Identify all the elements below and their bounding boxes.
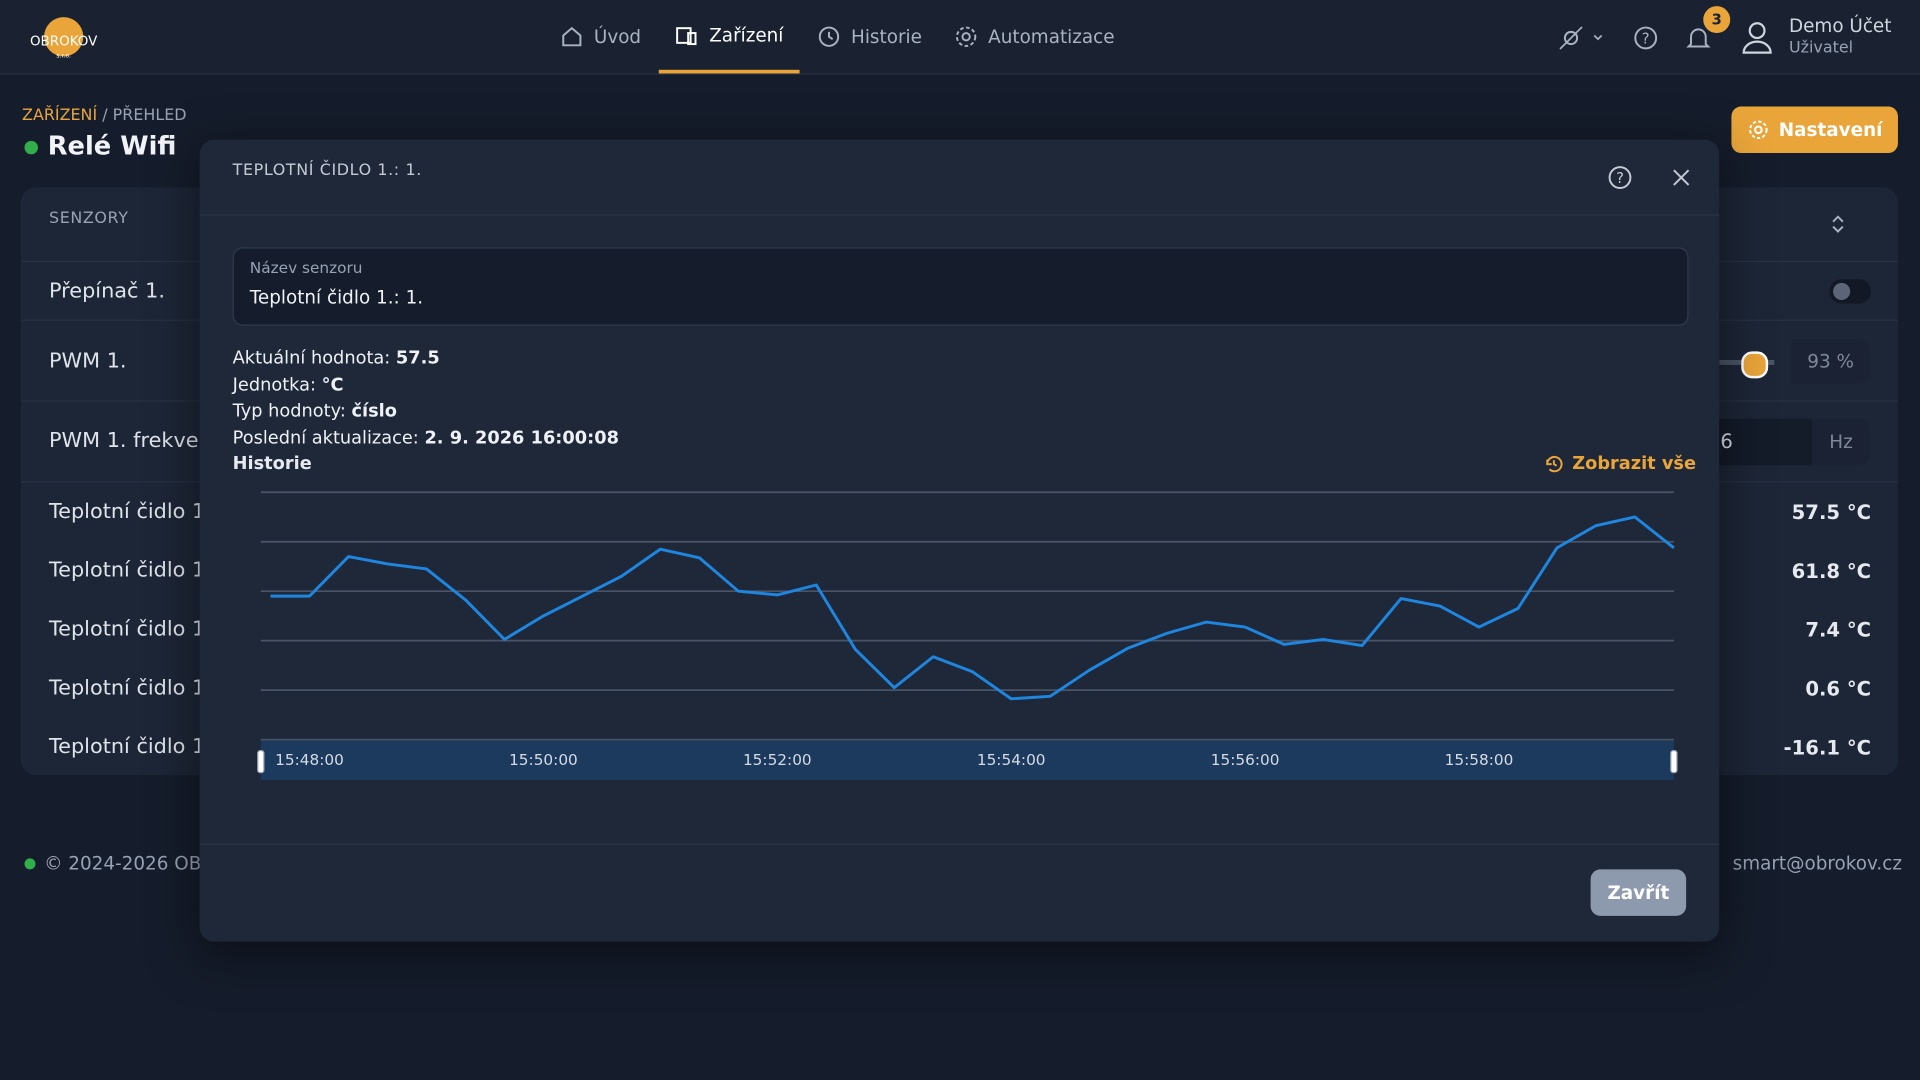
footer-copyright: © 2024-2026 OBI [44,852,207,875]
icon [676,26,697,45]
user-icon[interactable] [1739,17,1776,56]
nav-label: Historie [851,25,922,48]
nav-label: Automatizace [988,25,1115,48]
history-title: Historie [232,454,312,474]
icon [1546,455,1563,473]
link-label: Zobrazit vše [1572,454,1697,474]
x-tick-label: 15:58:00 [1445,751,1514,769]
icon [955,26,977,47]
history-chart: 15:48:00 15:50:00 15:52:00 15:54:00 15:56:00… [257,491,1678,780]
icon [818,26,840,47]
info-line: Aktuální hodnota: 57.5 [233,347,619,374]
sensor-name: PWM 1. [48,348,127,374]
close-icon[interactable] [1671,168,1691,188]
sensor-name: PWM 1. frekven [48,428,212,454]
settings-button[interactable]: Nastavení [1731,106,1898,154]
x-tick-label: 15:50:00 [509,751,578,769]
info-label: Poslední aktualizace: [232,428,419,449]
x-tick-label: 15:48:00 [275,751,344,769]
info-line: Poslední aktualizace: 2. 9. 2026 16:00:0… [233,426,619,453]
sensor-name: Teplotní čidlo 1. [48,675,212,701]
x-tick-label: 15:54:00 [977,751,1046,769]
button-label: Nastavení [1778,118,1883,141]
info-line: Jednotka: °C [233,373,619,400]
close-button[interactable]: Zavřít [1590,869,1687,916]
info-line: Typ hodnoty: číslo [233,400,619,427]
icon [562,26,582,47]
sensor-value: 57.5 °C [1791,500,1872,525]
top-nav: OBROKOV s.r.o. Úvod Zařízení Historie Au… [0,0,1920,75]
svg-text:?: ? [1642,30,1650,47]
x-tick-label: 15:56:00 [1211,751,1280,769]
info-value: 2. 9. 2026 16:00:08 [424,428,619,449]
bell-icon[interactable] [1685,24,1712,51]
nav-item[interactable]: Zařízení [658,0,800,74]
data-line [270,515,1675,701]
card-title: SENZORY [48,209,129,228]
info-label: Jednotka: [232,375,316,396]
nav-label: Zařízení [709,23,784,46]
logo[interactable]: OBROKOV s.r.o. [24,12,102,61]
info-value: °C [321,375,344,396]
info-value: číslo [351,402,397,422]
breadcrumb-current: PŘEHLED [112,106,187,125]
unit-box: 93 % [1791,339,1870,384]
slider-thumb[interactable] [1741,351,1769,379]
modal: TEPLOTNÍ ČIDLO 1.: 1. ? Název senzoru Te… [199,139,1720,942]
sensor-name: Teplotní čidlo 1. [48,617,212,642]
range-slider [260,740,1674,780]
svg-text:?: ? [1616,170,1624,187]
sensor-name: Přepínač 1. [48,279,165,304]
info-value: 57.5 [395,348,440,369]
breadcrumb-link[interactable]: ZAŘÍZENÍ [22,106,98,125]
range-handle[interactable] [257,750,265,774]
sensor-value: -16.1 °C [1783,735,1872,760]
status-dot [24,140,38,155]
sensor-value: 0.6 °C [1805,677,1872,701]
name-field[interactable]: Název senzoru Teplotní čidlo 1.: 1. [232,247,1689,326]
field-value: Teplotní čidlo 1.: 1. [249,286,424,309]
x-tick-label: 15:52:00 [743,751,812,769]
sort-icon[interactable] [1828,214,1848,234]
toggle[interactable] [1829,279,1872,304]
info-label: Aktuální hodnota: [232,348,391,369]
info-label: Typ hodnoty: [232,402,346,422]
user-name: Demo Účet [1788,14,1892,37]
field-label: Název senzoru [249,258,363,277]
nav-item[interactable]: Historie [817,0,922,73]
unit-box: Hz [1812,418,1870,466]
user-role: Uživatel [1788,39,1854,58]
sensor-value: 61.8 °C [1791,559,1872,583]
info-list: Aktuální hodnota: 57.5 Jednotka: °C Typ ho… [233,347,619,453]
sensor-name: Teplotní čidlo 1. [48,558,212,583]
status-dot [24,858,36,870]
breadcrumb-sep: / [102,106,108,125]
footer-email[interactable]: smart@obrokov.cz [1732,852,1903,875]
theme-toggle[interactable] [1558,24,1607,51]
sensor-value: 7.4 °C [1805,618,1872,642]
breadcrumb: ZAŘÍZENÍ / PŘEHLED [22,107,187,125]
icon [1748,120,1768,140]
logo-sun [44,17,84,57]
nav-label: Úvod [593,25,642,48]
show-all-link[interactable]: Zobrazit vše [1543,453,1696,475]
device-title: Relé Wifi [47,131,177,161]
help-icon[interactable]: ? [1632,24,1659,51]
sensor-name: Teplotní čidlo 1. [48,499,212,525]
sensor-name: Teplotní čidlo 1. [48,734,212,760]
modal-title: TEPLOTNÍ ČIDLO 1.: 1. [232,161,422,180]
range-handle[interactable] [1670,750,1678,774]
logo-sub: s.r.o. [56,53,71,60]
nav-item[interactable]: Automatizace [954,0,1115,73]
notification-badge: 3 [1703,6,1731,34]
nav-item[interactable]: Úvod [560,0,642,73]
help-icon[interactable]: ? [1607,164,1634,191]
logo-text: OBROKOV [30,34,98,49]
